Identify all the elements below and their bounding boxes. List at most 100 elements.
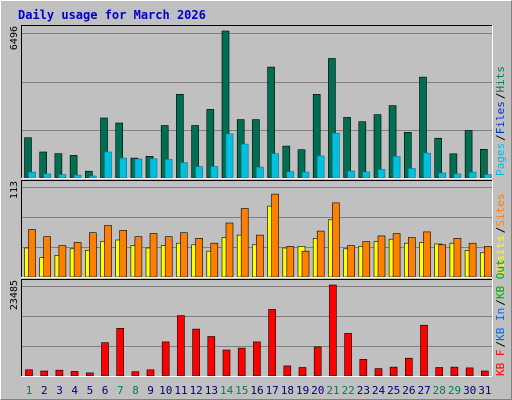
x-tick-label: 13 [205,384,218,397]
sites-bar [407,237,416,278]
legend-kbin: KB In [494,308,507,341]
kb-bar [40,370,49,377]
x-tick-label: 24 [372,384,386,397]
x-tick-label: 3 [56,384,63,397]
kb-bar [161,341,170,377]
x-tick-label: 8 [132,384,139,397]
kb-bar [435,367,444,377]
legend-pages: Pages [494,143,507,176]
pages-bar [423,152,431,179]
legend-group: Pages/Files/Hits [494,66,507,176]
kb-bar [268,309,276,377]
kb-bar [253,341,261,377]
x-tick-label: 11 [174,384,187,397]
kb-bar [480,370,489,377]
hits-bar [434,137,443,179]
kb-bar [404,357,413,377]
sites-bar [28,229,36,278]
sites-bar [392,233,401,278]
hits-bar [69,155,78,179]
kb-bar [313,346,322,377]
pages-bar [134,158,143,179]
sites-bar [119,230,127,278]
legend-group: KB F/KB In/KB Out [494,259,507,376]
x-tick-label: 25 [387,384,400,397]
legend-kbf: KB F [494,350,507,377]
sites-bar [377,235,386,278]
pages-bar [392,156,401,179]
legend-kbout: KB Out [494,259,507,299]
sites-bar [332,202,340,278]
pages-bar [210,166,219,179]
pages-bar [347,170,355,179]
kb-bar [25,369,33,377]
kb-bar [374,368,383,377]
pages-bar [453,173,462,179]
sites-bar [149,233,158,278]
x-tick-label: 29 [448,384,461,397]
kb-bar [207,336,216,377]
hits-bar [358,121,367,179]
kb-bar [237,347,246,377]
pages-bar [377,169,386,179]
legend-files: Files [494,101,507,134]
pages-bar [180,162,188,179]
pages-bar [240,143,249,179]
y-max-label: 23485 [9,280,20,310]
x-tick-label: 31 [478,384,491,397]
legend-hits: Hits [494,66,507,93]
x-tick-label: 2 [41,384,48,397]
x-tick-label: 27 [417,384,430,397]
pages-bar [149,158,158,179]
sites-bar [453,238,462,278]
legend-separator: / [494,299,507,306]
sites-bar [210,242,219,278]
x-tick-label: 30 [463,384,476,397]
sites-bar [347,245,355,278]
x-tick-label: 21 [326,384,339,397]
x-tick-label: 26 [402,384,415,397]
sites-bar [240,208,249,278]
pages-bar [301,171,310,179]
x-tick-label: 6 [102,384,109,397]
sites-bar [58,245,67,278]
kb-bar [389,366,398,377]
sites-bar [438,244,447,278]
legend-separator: / [494,134,507,141]
sites-bar [286,246,295,278]
x-tick-label: 15 [235,384,248,397]
kb-bar [329,284,337,377]
pages-bar [468,171,477,179]
x-tick-label: 1 [26,384,33,397]
legend-sites: Sites [494,194,507,227]
kb-bar [450,366,459,377]
x-tick-label: 22 [342,384,355,397]
pages-bar [164,159,173,179]
x-tick-label: 5 [87,384,94,397]
pages-bar [286,171,295,179]
sites-bar [104,225,112,278]
sites-bar [301,250,310,278]
legend-separator: / [494,93,507,100]
x-tick-label: 19 [296,384,309,397]
kb-bar [222,349,231,377]
pages-bar [225,133,234,179]
kb-bar [70,371,79,377]
kb-bar [101,342,109,377]
sites-bar [164,236,173,278]
x-tick-label: 4 [71,384,78,397]
sites-bar [89,232,97,278]
hits-bar [343,117,351,179]
pages-bar [119,157,127,179]
pages-bar [316,155,325,179]
x-tick-label: 14 [220,384,234,397]
x-tick-label: 18 [281,384,294,397]
kb-bar [298,367,307,377]
sites-bar [316,230,325,278]
pages-bar [73,174,82,179]
pages-bar [438,172,447,179]
pages-bar [89,175,97,179]
kb-bar [465,367,474,377]
legend-visits: Visits [494,235,507,275]
x-tick-label: 9 [147,384,154,397]
